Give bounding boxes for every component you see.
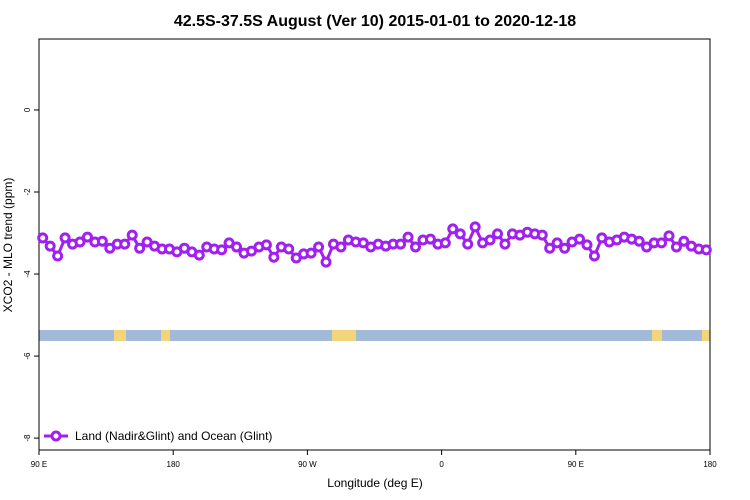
data-point <box>700 244 712 256</box>
x-tick-label: 180 <box>167 460 181 469</box>
data-point <box>81 231 93 243</box>
data-point <box>670 241 682 253</box>
land-patch <box>161 330 170 341</box>
data-point <box>44 240 56 252</box>
data-point <box>581 239 593 251</box>
data-point <box>126 229 138 241</box>
x-tick-label: 0 <box>439 460 444 469</box>
y-tick-label: -4 <box>23 270 32 278</box>
data-point <box>74 236 86 248</box>
x-axis-label: Longitude (deg E) <box>327 476 422 490</box>
data-point <box>462 238 474 250</box>
data-point <box>469 221 481 233</box>
data-point <box>588 250 600 262</box>
data-point <box>447 223 459 235</box>
data-point <box>678 235 690 247</box>
data-point <box>134 242 146 254</box>
data-point <box>320 256 332 268</box>
data-point <box>410 241 422 253</box>
data-point <box>663 230 675 242</box>
data-point <box>268 251 280 263</box>
data-point <box>52 250 64 262</box>
land-patch <box>702 330 710 341</box>
data-point <box>633 235 645 247</box>
y-tick-label: -6 <box>23 352 32 360</box>
legend-marker <box>50 430 62 442</box>
x-tick-label: 90 E <box>568 460 584 469</box>
data-point <box>424 233 436 245</box>
data-point <box>305 247 317 259</box>
data-point <box>499 238 511 250</box>
data-point <box>283 243 295 255</box>
data-point <box>231 241 243 253</box>
land-patch <box>332 330 356 341</box>
y-axis-label: XCO2 - MLO trend (ppm) <box>1 178 15 313</box>
legend-label: Land (Nadir&Glint) and Ocean (Glint) <box>75 429 272 443</box>
land-patch <box>652 330 662 341</box>
data-point <box>313 241 325 253</box>
data-point <box>335 241 347 253</box>
data-point <box>260 239 272 251</box>
data-point <box>193 249 205 261</box>
data-point <box>96 235 108 247</box>
y-tick-label: -2 <box>23 188 32 196</box>
data-point <box>216 244 228 256</box>
legend: Land (Nadir&Glint) and Ocean (Glint) <box>44 429 272 443</box>
y-tick-label: -8 <box>23 434 32 442</box>
data-point <box>544 242 556 254</box>
data-point <box>439 237 451 249</box>
x-tick-label: 90 E <box>31 460 47 469</box>
data-point <box>59 232 71 244</box>
data-point <box>551 237 563 249</box>
data-point <box>119 238 131 250</box>
data-point <box>656 237 668 249</box>
data-point <box>574 233 586 245</box>
data-point <box>402 231 414 243</box>
ocean-strip <box>39 330 710 341</box>
data-point <box>559 242 571 254</box>
data-point <box>484 234 496 246</box>
plot-border <box>38 38 711 451</box>
x-tick-label: 180 <box>703 460 717 469</box>
data-point <box>454 228 466 240</box>
y-tick-label: 0 <box>23 107 32 112</box>
x-tick-label: 90 W <box>298 460 317 469</box>
data-point <box>37 232 49 244</box>
surface-strip <box>39 330 710 341</box>
chart-title: 42.5S-37.5S August (Ver 10) 2015-01-01 t… <box>174 13 576 30</box>
data-point <box>492 228 504 240</box>
data-point <box>395 238 407 250</box>
land-patch <box>114 330 126 341</box>
data-point <box>536 229 548 241</box>
